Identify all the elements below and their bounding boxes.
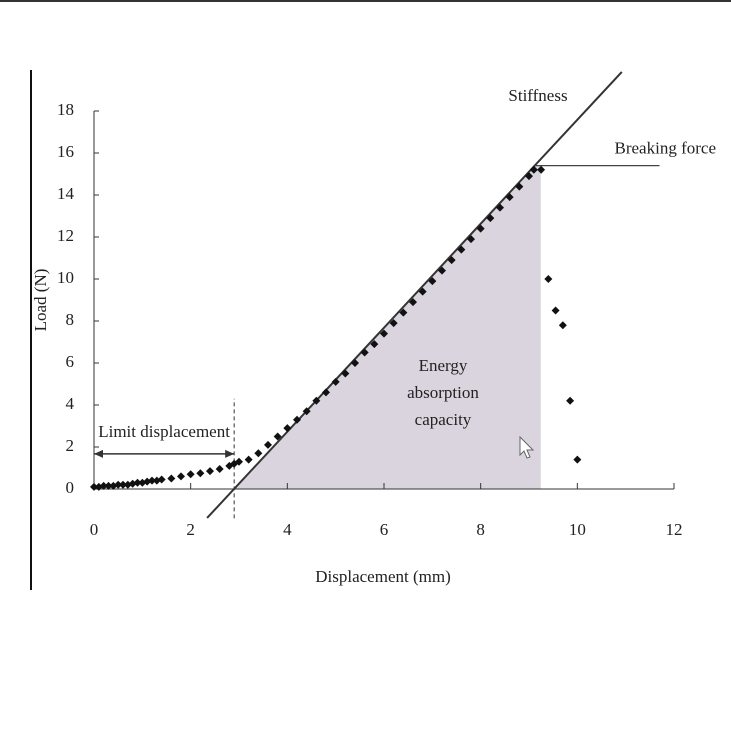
energy-label: absorption bbox=[407, 383, 479, 402]
data-point bbox=[235, 457, 243, 466]
data-point bbox=[409, 298, 417, 307]
data-point bbox=[428, 277, 437, 286]
data-point bbox=[486, 214, 495, 223]
energy-region bbox=[234, 165, 541, 489]
main-layer: 0 2 4 6 8 10 12 14 16 18 0 2 4 6 8 10 12 Energy absorption… bbox=[57, 71, 716, 539]
energy-label: Energy bbox=[419, 356, 468, 375]
data-point bbox=[380, 329, 388, 338]
y-tick-label: 14 bbox=[57, 184, 75, 203]
data-point bbox=[167, 474, 176, 483]
data-point bbox=[215, 465, 224, 474]
data-point bbox=[104, 481, 113, 490]
data-point bbox=[418, 287, 427, 296]
x-tick-label: 12 bbox=[666, 520, 683, 539]
cursor bbox=[519, 435, 535, 459]
data-point bbox=[312, 396, 321, 405]
data-point bbox=[467, 235, 475, 244]
data-point bbox=[566, 396, 575, 405]
data-point bbox=[148, 476, 156, 485]
data-point bbox=[133, 478, 142, 487]
arrow-head bbox=[225, 449, 235, 458]
data-point bbox=[254, 449, 263, 458]
x-tick-label: 4 bbox=[283, 520, 292, 539]
x-tick-label: 2 bbox=[186, 520, 195, 539]
x-tick-label: 8 bbox=[476, 520, 485, 539]
data-point bbox=[573, 455, 582, 464]
data-point bbox=[447, 256, 456, 265]
stiffness-label: Stiffness bbox=[508, 86, 567, 105]
y-tick-label: 4 bbox=[66, 394, 75, 413]
data-point bbox=[264, 440, 272, 449]
data-point bbox=[505, 193, 514, 202]
shade-layer bbox=[234, 165, 541, 489]
y-axis-title: Load (N) bbox=[31, 269, 50, 332]
data-point bbox=[177, 472, 185, 481]
data-point bbox=[302, 407, 311, 416]
x-tick-label: 0 bbox=[90, 520, 99, 539]
data-point bbox=[529, 165, 538, 174]
data-point bbox=[157, 475, 166, 484]
data-point bbox=[515, 182, 524, 191]
data-point bbox=[99, 481, 108, 490]
data-point bbox=[525, 172, 533, 181]
data-point bbox=[399, 308, 408, 317]
data-point bbox=[544, 275, 553, 283]
data-point bbox=[341, 369, 350, 378]
data-point bbox=[558, 321, 567, 330]
data-point bbox=[476, 224, 485, 233]
data-point bbox=[273, 432, 282, 441]
y-tick-label: 8 bbox=[66, 310, 75, 329]
data-point bbox=[360, 348, 369, 357]
data-point bbox=[119, 480, 127, 489]
x-tick-label: 10 bbox=[569, 520, 586, 539]
data-point bbox=[322, 388, 330, 397]
x-tick-label: 6 bbox=[380, 520, 389, 539]
data-point bbox=[537, 165, 546, 174]
y-tick-label: 10 bbox=[57, 268, 74, 287]
y-tick-label: 0 bbox=[66, 478, 75, 497]
data-point bbox=[293, 415, 301, 424]
data-point bbox=[370, 340, 379, 349]
data-point bbox=[90, 482, 98, 491]
arrow-head bbox=[94, 449, 103, 458]
y-tick-label: 6 bbox=[66, 352, 75, 371]
y-tick-label: 12 bbox=[57, 226, 74, 245]
y-tick-label: 2 bbox=[66, 436, 75, 455]
data-point bbox=[351, 359, 359, 367]
data-point bbox=[457, 245, 466, 254]
energy-label: capacity bbox=[415, 410, 472, 429]
x-axis-title: Displacement (mm) bbox=[315, 567, 451, 586]
stiffness-line bbox=[206, 71, 623, 519]
data-point bbox=[331, 377, 340, 386]
breaking-force-label: Breaking force bbox=[615, 139, 716, 158]
data-point bbox=[496, 203, 504, 212]
data-point bbox=[283, 424, 292, 433]
y-tick-label: 16 bbox=[57, 142, 74, 161]
limit-label: Limit displacement bbox=[98, 422, 230, 441]
data-point bbox=[186, 470, 195, 479]
data-point bbox=[438, 266, 446, 275]
data-point bbox=[551, 306, 560, 315]
y-tick-label: 18 bbox=[57, 100, 74, 119]
data-point bbox=[206, 467, 214, 476]
data-point bbox=[114, 480, 123, 489]
data-point bbox=[196, 469, 205, 478]
data-point bbox=[389, 319, 398, 328]
data-point bbox=[244, 455, 253, 464]
